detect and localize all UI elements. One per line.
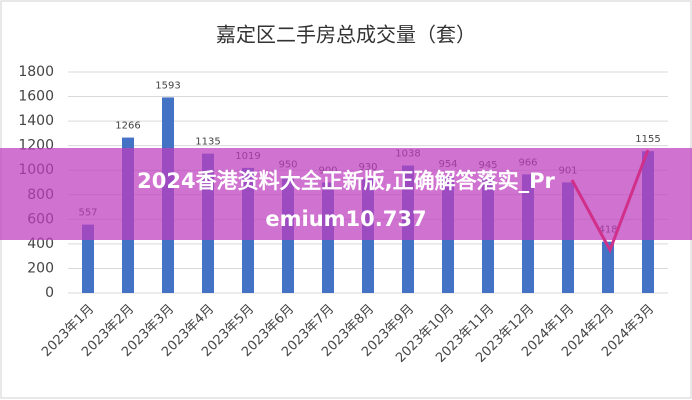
banner-text: emium10.737: [265, 207, 426, 231]
banner: [0, 148, 692, 240]
bar: [82, 224, 94, 293]
value-label: 1135: [195, 137, 220, 148]
banner-text: 2024香港资料大全正新版,正确解答落实_Pr: [137, 169, 555, 193]
y-tick-label: 1800: [18, 64, 54, 80]
y-tick-label: 1600: [18, 89, 54, 105]
value-label: 1266: [115, 121, 140, 132]
bar: [602, 241, 614, 293]
chart-title: 嘉定区二手房总成交量（套）: [216, 23, 476, 47]
y-tick-label: 0: [45, 285, 54, 301]
value-label: 1593: [155, 80, 180, 91]
y-tick-label: 1400: [18, 113, 54, 129]
value-label: 1155: [635, 134, 660, 145]
y-tick-label: 200: [27, 260, 54, 276]
trend-arrow: [570, 149, 650, 254]
